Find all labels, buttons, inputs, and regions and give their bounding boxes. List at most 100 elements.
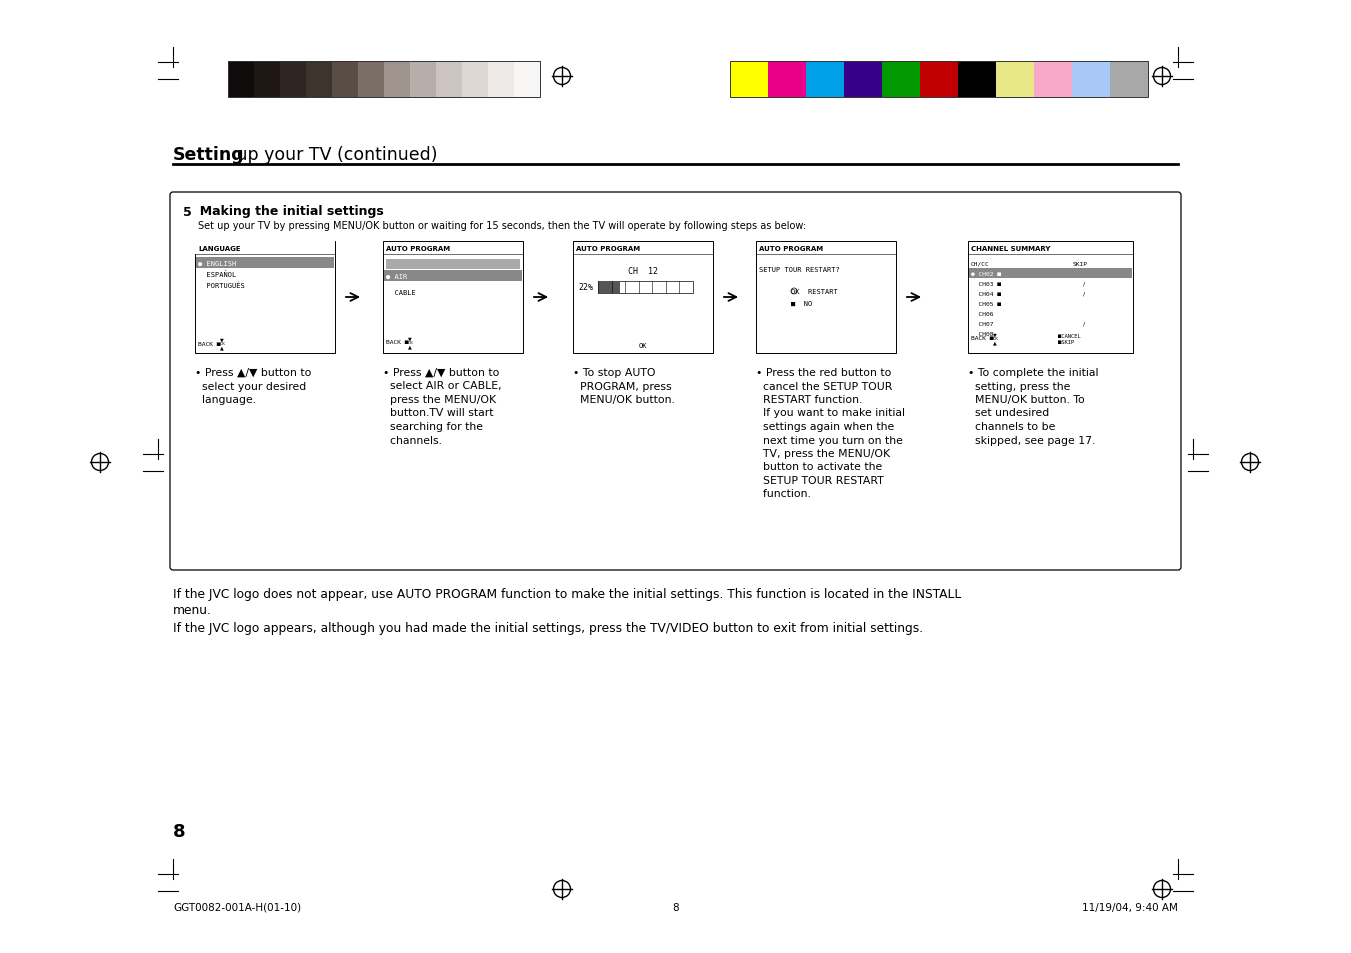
Bar: [195, 242, 335, 354]
Text: AUTO PROGRAM: AUTO PROGRAM: [576, 246, 640, 252]
Bar: [996, 62, 1034, 98]
Text: set undesired: set undesired: [969, 408, 1050, 418]
Text: OK: OK: [408, 340, 413, 345]
Bar: [254, 62, 280, 98]
Text: PROGRAM, press: PROGRAM, press: [573, 381, 671, 391]
Text: select AIR or CABLE,: select AIR or CABLE,: [382, 381, 501, 391]
Text: • Press the red button to: • Press the red button to: [757, 368, 892, 377]
Bar: [807, 62, 844, 98]
Text: 22%: 22%: [578, 283, 593, 293]
Bar: [573, 242, 713, 354]
Text: BACK ■: BACK ■: [971, 336, 993, 341]
Text: • Press ▲/▼ button to: • Press ▲/▼ button to: [195, 368, 311, 377]
Bar: [1111, 62, 1148, 98]
Text: SETUP TOUR RESTART?: SETUP TOUR RESTART?: [759, 267, 840, 273]
Text: setting, press the: setting, press the: [969, 381, 1070, 391]
Bar: [1071, 62, 1111, 98]
Bar: [228, 62, 540, 98]
Text: CH07: CH07: [971, 322, 993, 327]
Text: CH03 ■: CH03 ■: [971, 282, 1001, 287]
Text: searching for the: searching for the: [382, 421, 484, 432]
Text: LANGUAGE: LANGUAGE: [199, 246, 240, 252]
Text: • Press ▲/▼ button to: • Press ▲/▼ button to: [382, 368, 500, 377]
Text: function.: function.: [757, 489, 811, 499]
Bar: [195, 242, 335, 254]
Text: Setting: Setting: [173, 146, 245, 164]
Bar: [488, 62, 513, 98]
Text: ● ENGLISH: ● ENGLISH: [199, 261, 236, 267]
Text: CH08: CH08: [971, 332, 993, 336]
Text: • To stop AUTO: • To stop AUTO: [573, 368, 655, 377]
Text: GGT0082-001A-H(01-10): GGT0082-001A-H(01-10): [173, 902, 301, 912]
Text: 5: 5: [182, 205, 192, 218]
Bar: [598, 282, 693, 294]
Text: If the JVC logo does not appear, use AUTO PROGRAM function to make the initial s: If the JVC logo does not appear, use AUT…: [173, 587, 962, 600]
Text: ▼: ▼: [220, 337, 224, 342]
Text: 11/19/04, 9:40 AM: 11/19/04, 9:40 AM: [1082, 902, 1178, 912]
Text: channels.: channels.: [382, 435, 442, 445]
Text: button to activate the: button to activate the: [757, 462, 882, 472]
Text: ■CANCEL: ■CANCEL: [1058, 334, 1081, 338]
Text: ● CH02 ■: ● CH02 ■: [971, 272, 1001, 276]
Text: Making the initial settings: Making the initial settings: [190, 205, 384, 218]
Bar: [969, 269, 1132, 278]
Text: OK: OK: [639, 343, 647, 349]
Text: ▲: ▲: [408, 344, 412, 349]
Bar: [882, 62, 920, 98]
Text: Set up your TV by pressing MENU/OK button or waiting for 15 seconds, then the TV: Set up your TV by pressing MENU/OK butto…: [199, 221, 807, 231]
Text: ▲: ▲: [220, 345, 224, 350]
Bar: [767, 62, 807, 98]
Text: skipped, see page 17.: skipped, see page 17.: [969, 435, 1096, 445]
Text: up your TV (continued): up your TV (continued): [231, 146, 438, 164]
Text: BACK ■: BACK ■: [199, 341, 220, 346]
Bar: [384, 271, 521, 282]
Bar: [409, 62, 436, 98]
Text: CH06: CH06: [971, 312, 993, 316]
Bar: [730, 62, 1148, 98]
Text: If you want to make initial: If you want to make initial: [757, 408, 905, 418]
Text: /: /: [1084, 282, 1085, 287]
Bar: [305, 62, 332, 98]
Bar: [332, 62, 358, 98]
Bar: [598, 282, 620, 294]
Bar: [844, 62, 882, 98]
Bar: [513, 62, 540, 98]
Text: TV, press the MENU/OK: TV, press the MENU/OK: [757, 449, 890, 458]
Text: SETUP TOUR RESTART: SETUP TOUR RESTART: [757, 476, 884, 485]
Text: ▼: ▼: [408, 336, 412, 341]
Text: menu.: menu.: [173, 603, 212, 617]
Text: ▲: ▲: [993, 340, 997, 345]
Text: ■SKIP: ■SKIP: [1058, 339, 1074, 344]
Text: press the MENU/OK: press the MENU/OK: [382, 395, 496, 405]
Text: OK  RESTART: OK RESTART: [790, 289, 838, 294]
Text: CH/CC: CH/CC: [971, 261, 990, 266]
Bar: [280, 62, 305, 98]
Text: ESPAÑOL: ESPAÑOL: [199, 272, 236, 278]
Text: settings again when the: settings again when the: [757, 421, 894, 432]
Text: ● AIR: ● AIR: [386, 274, 407, 279]
Text: CHANNEL SUMMARY: CHANNEL SUMMARY: [971, 246, 1050, 252]
Text: 8: 8: [673, 902, 680, 912]
Text: AUTO PROGRAM: AUTO PROGRAM: [759, 246, 823, 252]
Bar: [920, 62, 958, 98]
Bar: [386, 260, 520, 270]
Text: AUTO PROGRAM: AUTO PROGRAM: [386, 246, 450, 252]
Text: 8: 8: [173, 822, 185, 841]
FancyBboxPatch shape: [170, 193, 1181, 571]
Text: /: /: [1084, 322, 1085, 327]
Text: OK: OK: [993, 336, 998, 340]
Text: CH04 ■: CH04 ■: [971, 292, 1001, 296]
Text: MENU/OK button. To: MENU/OK button. To: [969, 395, 1085, 405]
Bar: [730, 62, 767, 98]
Text: SKIP: SKIP: [1073, 261, 1088, 266]
Text: BACK ■: BACK ■: [386, 340, 408, 345]
Text: next time you turn on the: next time you turn on the: [757, 435, 902, 445]
Bar: [384, 62, 409, 98]
Text: channels to be: channels to be: [969, 421, 1055, 432]
Bar: [462, 62, 488, 98]
Text: PORTUGUÉS: PORTUGUÉS: [199, 282, 245, 289]
Text: CH  12: CH 12: [628, 267, 658, 276]
Text: CH05 ■: CH05 ■: [971, 302, 1001, 307]
Text: ▼: ▼: [993, 333, 997, 337]
Bar: [228, 62, 254, 98]
